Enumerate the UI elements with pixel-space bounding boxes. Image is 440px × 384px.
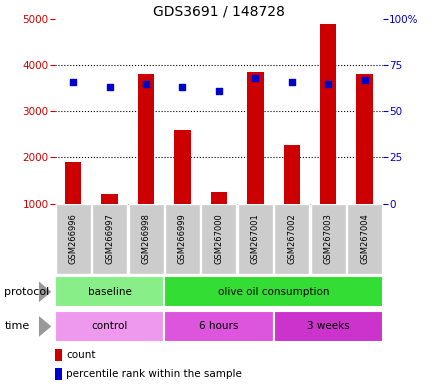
FancyBboxPatch shape <box>55 311 164 342</box>
FancyBboxPatch shape <box>274 204 309 274</box>
Text: GSM267002: GSM267002 <box>287 214 296 265</box>
FancyBboxPatch shape <box>238 204 273 274</box>
FancyBboxPatch shape <box>92 204 127 274</box>
Point <box>325 81 332 87</box>
Point <box>179 84 186 91</box>
Bar <box>55 349 62 361</box>
Text: GSM267003: GSM267003 <box>324 214 333 265</box>
FancyBboxPatch shape <box>165 204 200 274</box>
Text: baseline: baseline <box>88 287 132 297</box>
Text: GSM266996: GSM266996 <box>69 214 78 265</box>
Text: GSM266998: GSM266998 <box>142 214 150 265</box>
Bar <box>65 162 81 204</box>
Bar <box>320 24 336 204</box>
Text: GSM266999: GSM266999 <box>178 214 187 265</box>
FancyBboxPatch shape <box>128 204 164 274</box>
Title: GDS3691 / 148728: GDS3691 / 148728 <box>153 4 285 18</box>
Point <box>216 88 223 94</box>
Point <box>361 77 368 83</box>
Bar <box>247 72 264 204</box>
FancyBboxPatch shape <box>311 204 346 274</box>
FancyBboxPatch shape <box>347 204 382 274</box>
Text: 6 hours: 6 hours <box>199 321 238 331</box>
FancyBboxPatch shape <box>164 311 274 342</box>
Text: GSM267000: GSM267000 <box>214 214 224 265</box>
Point <box>106 84 113 91</box>
FancyBboxPatch shape <box>202 204 236 274</box>
Bar <box>283 144 300 204</box>
Text: olive oil consumption: olive oil consumption <box>218 287 329 297</box>
Text: protocol: protocol <box>4 287 50 297</box>
Point <box>288 79 295 85</box>
Point <box>252 75 259 81</box>
FancyBboxPatch shape <box>55 276 164 307</box>
Polygon shape <box>39 316 51 337</box>
Text: control: control <box>92 321 128 331</box>
Bar <box>211 192 227 204</box>
Text: GSM267004: GSM267004 <box>360 214 369 265</box>
Text: GSM267001: GSM267001 <box>251 214 260 265</box>
Text: GSM266997: GSM266997 <box>105 214 114 265</box>
FancyBboxPatch shape <box>56 204 91 274</box>
Text: count: count <box>66 349 96 359</box>
Bar <box>356 74 373 204</box>
Bar <box>138 74 154 204</box>
Bar <box>102 194 118 204</box>
Text: 3 weeks: 3 weeks <box>307 321 349 331</box>
Bar <box>174 130 191 204</box>
Point <box>143 81 150 87</box>
Bar <box>55 368 62 380</box>
FancyBboxPatch shape <box>164 276 383 307</box>
Polygon shape <box>39 281 51 302</box>
Point <box>70 79 77 85</box>
FancyBboxPatch shape <box>274 311 383 342</box>
Text: percentile rank within the sample: percentile rank within the sample <box>66 369 242 379</box>
Text: time: time <box>4 321 29 331</box>
